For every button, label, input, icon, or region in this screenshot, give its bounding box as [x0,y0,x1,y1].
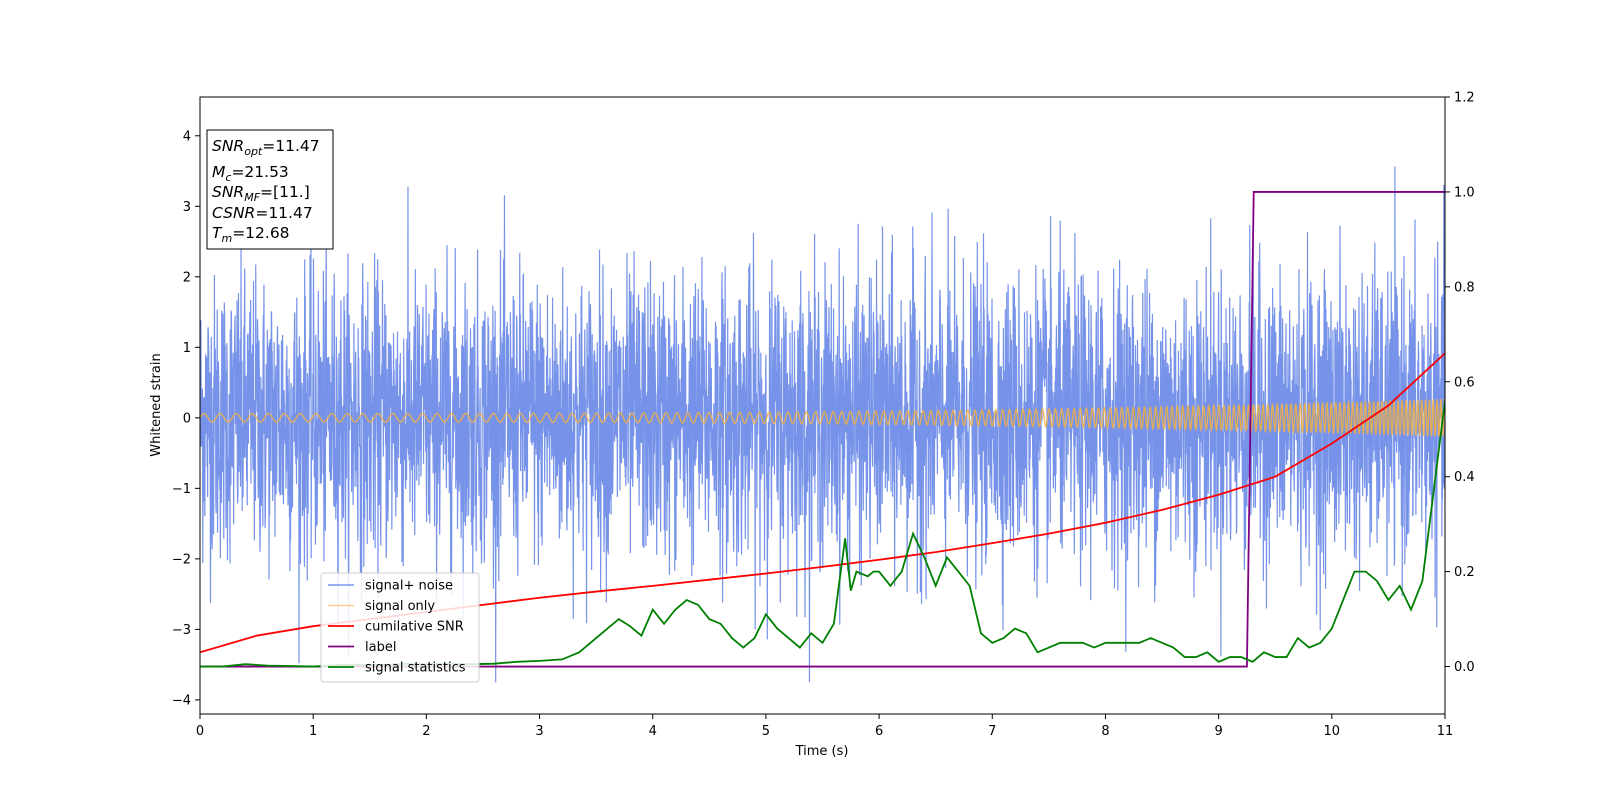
info-tm: Tm=12.68 [212,224,290,245]
y-axis-left: −4 −3 −2 −1 0 1 2 3 4 [172,129,200,708]
y-tick-label: −1 [172,482,191,497]
x-tick-label: 1 [309,724,317,739]
x-tick-label: 9 [1214,724,1222,739]
y2-tick-label: 0.8 [1454,280,1475,295]
legend-label: signal+ noise [365,579,453,594]
y2-tick-label: 0.0 [1454,660,1475,675]
y-tick-label: 2 [183,270,191,285]
info-box: SNRopt=11.47 Mc=21.53 SNRMF=[11.] CSNR=1… [206,129,334,250]
y-tick-label: 3 [183,200,191,215]
info-mc: Mc=21.53 [212,163,289,184]
y-tick-label: 1 [183,341,191,356]
x-tick-label: 11 [1437,724,1454,739]
x-tick-label: 5 [762,724,770,739]
y2-tick-label: 1.2 [1454,91,1475,106]
legend-frame [320,572,480,683]
y-tick-label: −4 [172,693,191,708]
legend-label: label [365,640,396,655]
y2-tick-label: 0.2 [1454,565,1475,580]
y-tick-label: 0 [183,411,191,426]
info-snr-mf: SNRMF=[11.] [212,183,310,204]
info-box-frame [206,129,334,250]
y-tick-label: −2 [172,552,191,567]
series-signal-only-line [200,398,1445,438]
x-tick-label: 4 [649,724,657,739]
series-signal-statistics-line [200,400,1445,668]
y2-tick-label: 1.0 [1454,185,1475,200]
y-tick-label: −3 [172,623,191,638]
legend: signal+ noise signal only cumilative SNR la… [320,572,480,683]
info-csnr: CSNR=11.47 [212,204,313,222]
x-tick-label: 2 [422,724,430,739]
series-label-line [200,191,1445,668]
x-axis-title: Time (s) [795,744,849,759]
y-axis-title: Whitened strain [149,353,164,456]
info-snr-opt: SNRopt=11.47 [212,137,320,158]
x-tick-label: 0 [196,724,204,739]
x-tick-label: 7 [988,724,996,739]
x-tick-label: 3 [535,724,543,739]
legend-label: signal only [365,599,435,614]
y2-tick-label: 0.6 [1454,375,1475,390]
x-tick-label: 8 [1101,724,1109,739]
y-axis-right: 0.0 0.2 0.4 0.6 0.8 1.0 1.2 [1445,91,1475,675]
x-tick-label: 10 [1324,724,1341,739]
legend-label: cumilative SNR [365,620,464,635]
x-axis: 0 1 2 3 4 5 6 7 8 9 10 11 [196,714,1453,739]
plot-frame [199,96,1446,715]
x-tick-label: 6 [875,724,883,739]
y2-tick-label: 0.4 [1454,470,1475,485]
y-tick-label: 4 [183,129,191,144]
series-signal-noise-line [200,166,1445,683]
legend-label: signal statistics [365,661,466,676]
